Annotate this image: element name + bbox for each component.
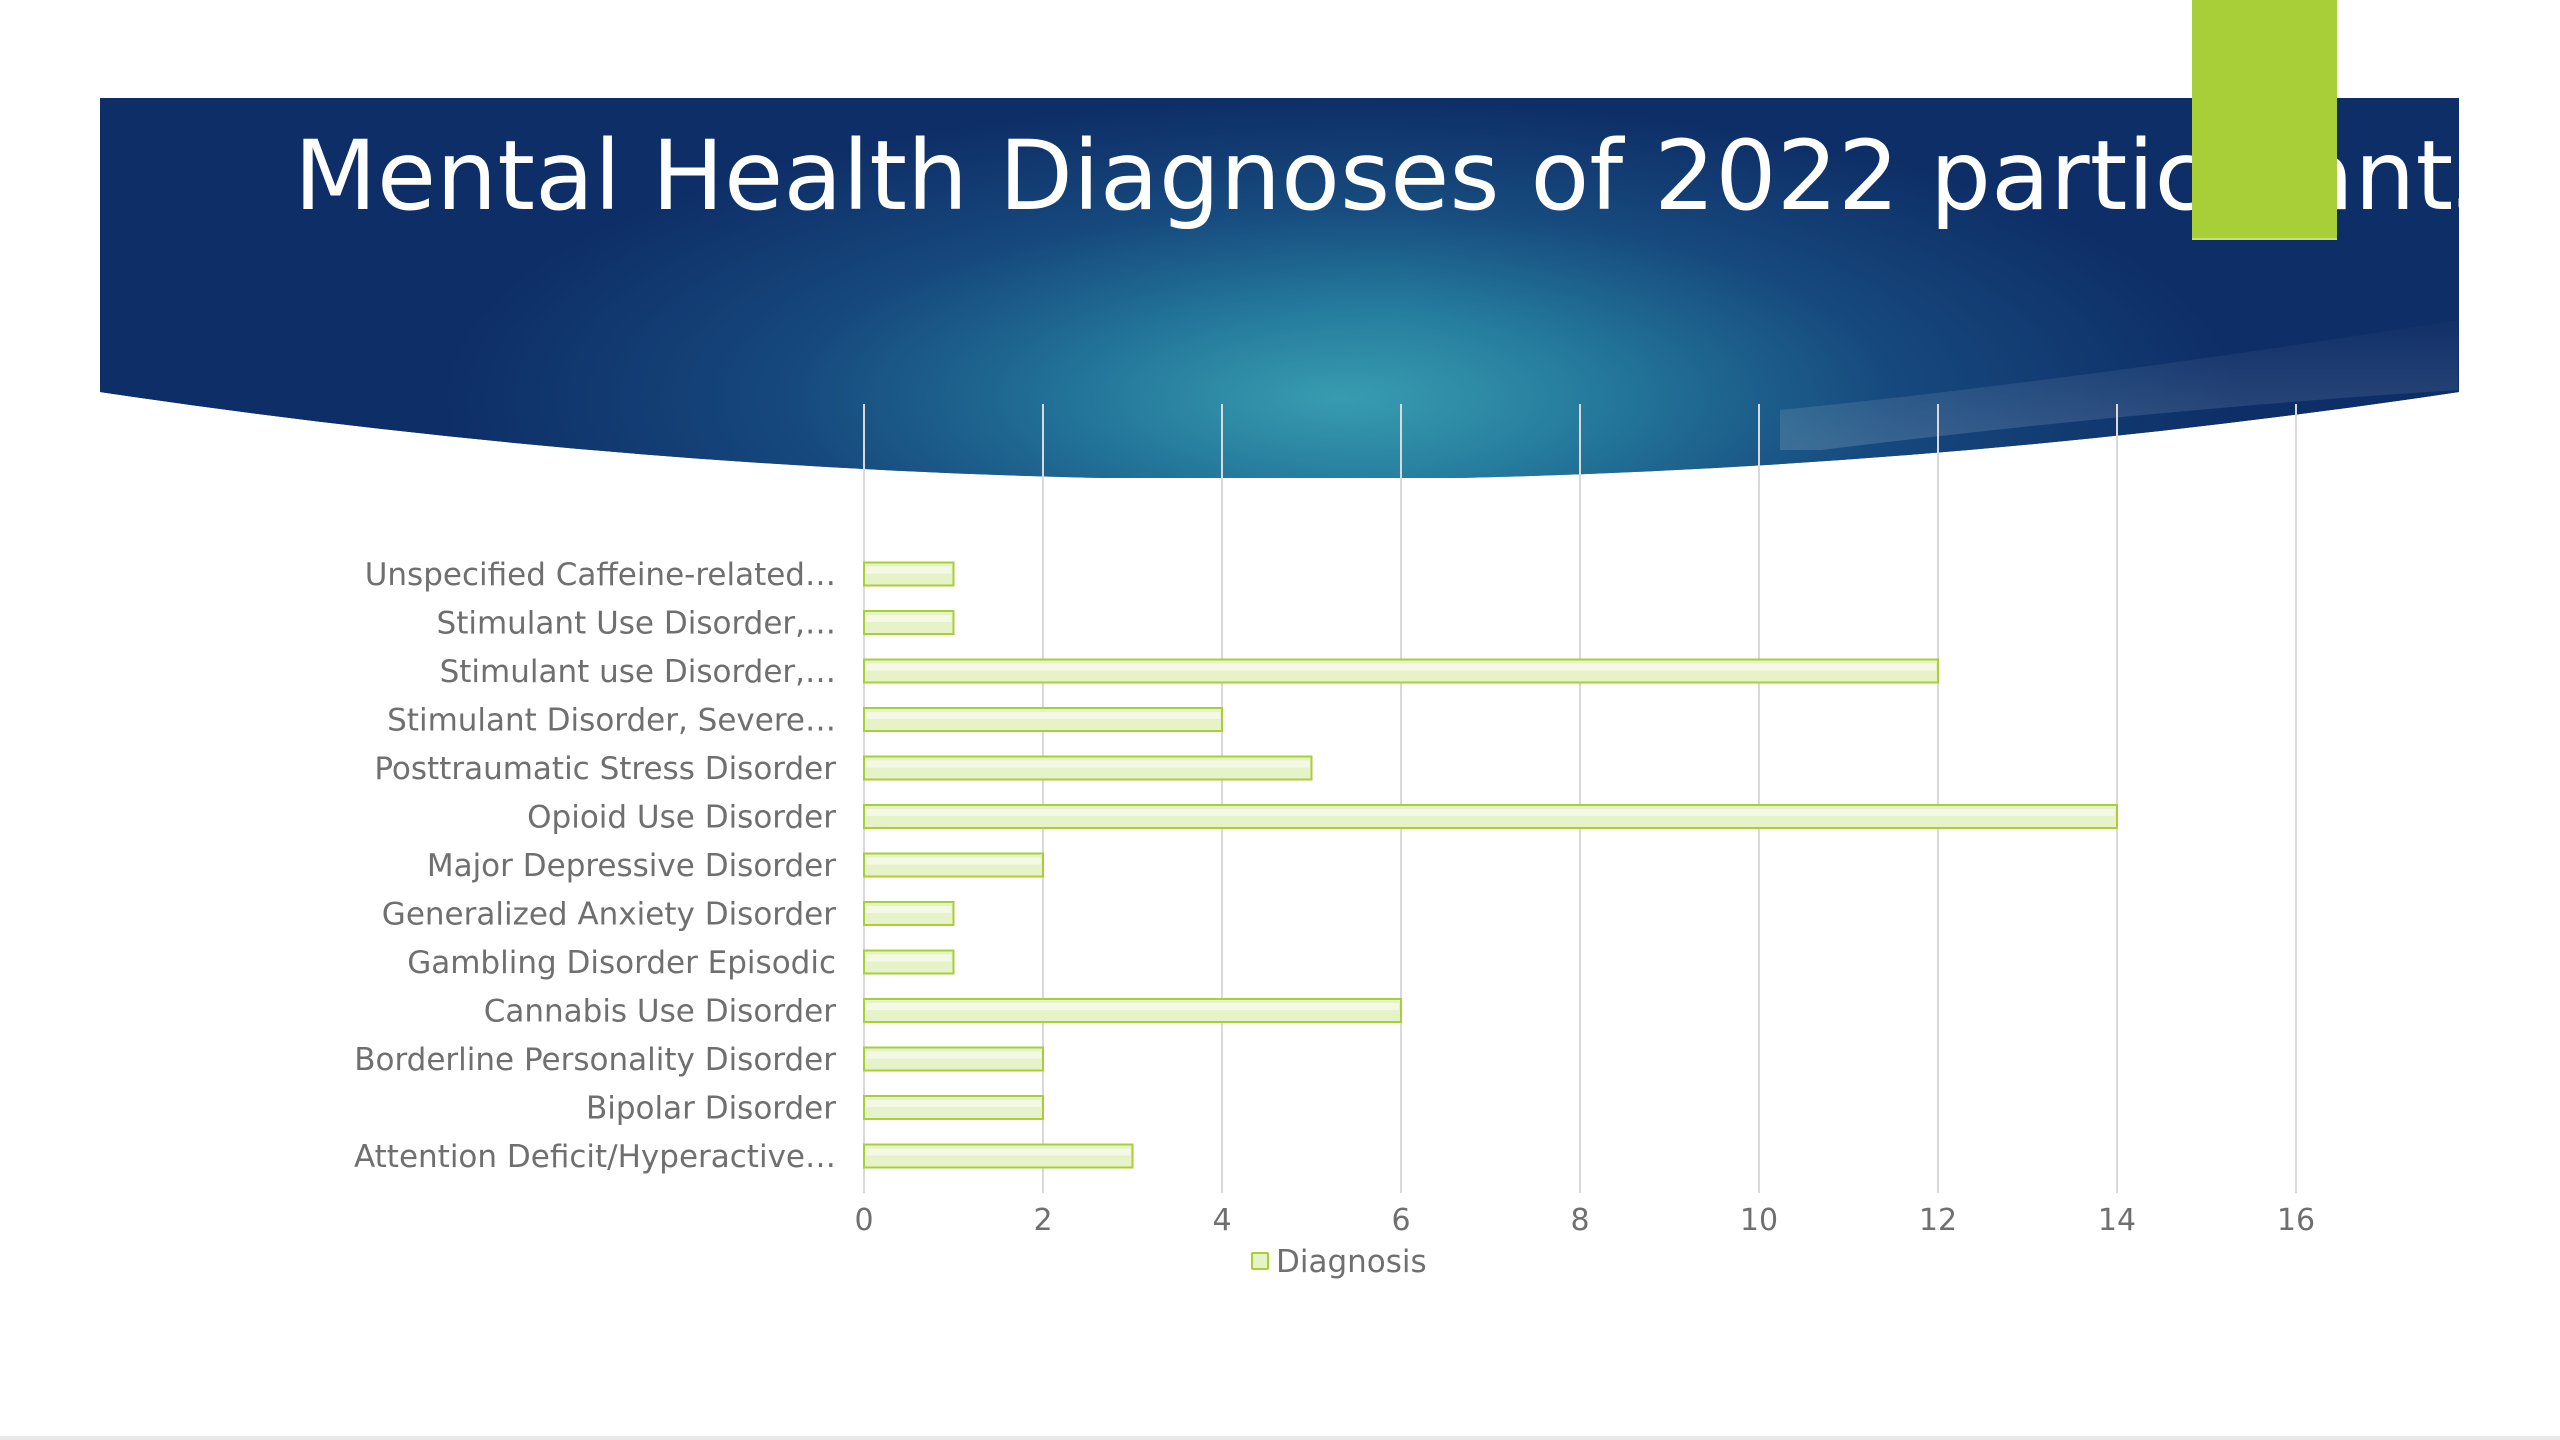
category-label-11: Stimulant use Disorder,… <box>440 654 836 690</box>
bar-7 <box>863 852 1044 878</box>
slide-bottom-rule <box>0 1436 2560 1440</box>
legend-label: Diagnosis <box>1276 1244 1427 1280</box>
category-label-8: Opioid Use Disorder <box>527 800 836 836</box>
category-label-6: Generalized Anxiety Disorder <box>382 897 836 933</box>
bar-highlight-1 <box>866 1148 1131 1156</box>
x-tick-label-0: 0 <box>854 1203 873 1238</box>
category-label-13: Unspecified Caffeine-related… <box>365 557 836 593</box>
chart-legend: Diagnosis <box>1251 1244 1427 1280</box>
bar-highlight-11 <box>866 663 1936 671</box>
category-label-5: Gambling Disorder Episodic <box>407 945 836 981</box>
x-tick-label-4: 4 <box>1212 1203 1231 1238</box>
bar-11 <box>863 658 1939 684</box>
category-label-9: Posttraumatic Stress Disorder <box>374 751 836 787</box>
bar-3 <box>863 1046 1044 1072</box>
gridlines <box>863 404 2297 1193</box>
bar-12 <box>863 610 955 635</box>
bar-highlight-3 <box>866 1051 1041 1059</box>
slide-title: Mental Health Diagnoses of 2022 particip… <box>294 120 2504 232</box>
bar-highlight-5 <box>866 954 952 962</box>
category-label-10: Stimulant Disorder, Severe… <box>387 703 836 739</box>
category-labels: Attention Deficit/Hyperactive… Bipolar Di… <box>354 557 836 1175</box>
legend-swatch <box>1251 1252 1269 1270</box>
x-tick-label-2: 2 <box>1033 1203 1052 1238</box>
bar-highlight-2 <box>866 1100 1041 1107</box>
bar-10 <box>863 707 1223 732</box>
category-label-2: Bipolar Disorder <box>586 1091 836 1127</box>
bar-6 <box>863 901 955 926</box>
bar-highlight-6 <box>866 906 952 913</box>
title-banner <box>100 98 2459 478</box>
bar-highlight-10 <box>866 712 1220 719</box>
bar-1 <box>863 1143 1134 1169</box>
bar-highlight-8 <box>866 809 2115 816</box>
bar-highlight-9 <box>866 760 1310 768</box>
category-label-12: Stimulant Use Disorder,… <box>437 606 836 642</box>
x-tick-label-8: 8 <box>1570 1203 1589 1238</box>
x-tick-label-16: 16 <box>2277 1203 2315 1238</box>
bar-highlight-12 <box>866 615 952 622</box>
bar-series <box>863 561 2118 1169</box>
category-label-7: Major Depressive Disorder <box>427 848 836 884</box>
bar-8 <box>863 804 2118 829</box>
category-label-1: Attention Deficit/Hyperactive… <box>354 1139 836 1175</box>
category-label-4: Cannabis Use Disorder <box>484 994 837 1030</box>
bar-5 <box>863 949 955 975</box>
bar-highlight-13 <box>866 566 952 574</box>
category-label-3: Borderline Personality Disorder <box>354 1042 836 1078</box>
x-tick-label-10: 10 <box>1740 1203 1778 1238</box>
x-tick-label-14: 14 <box>2098 1203 2136 1238</box>
bar-9 <box>863 755 1313 781</box>
bar-2 <box>863 1095 1044 1120</box>
x-tick-label-6: 6 <box>1391 1203 1410 1238</box>
x-axis-tick-labels: 0 2 4 6 8 10 12 14 16 <box>854 1203 2315 1238</box>
bar-highlight-7 <box>866 857 1041 865</box>
bar-13 <box>863 561 955 587</box>
accent-tab <box>2192 0 2337 240</box>
x-tick-label-12: 12 <box>1919 1203 1957 1238</box>
bar-highlight-4 <box>866 1003 1399 1010</box>
bar-4 <box>863 998 1402 1023</box>
